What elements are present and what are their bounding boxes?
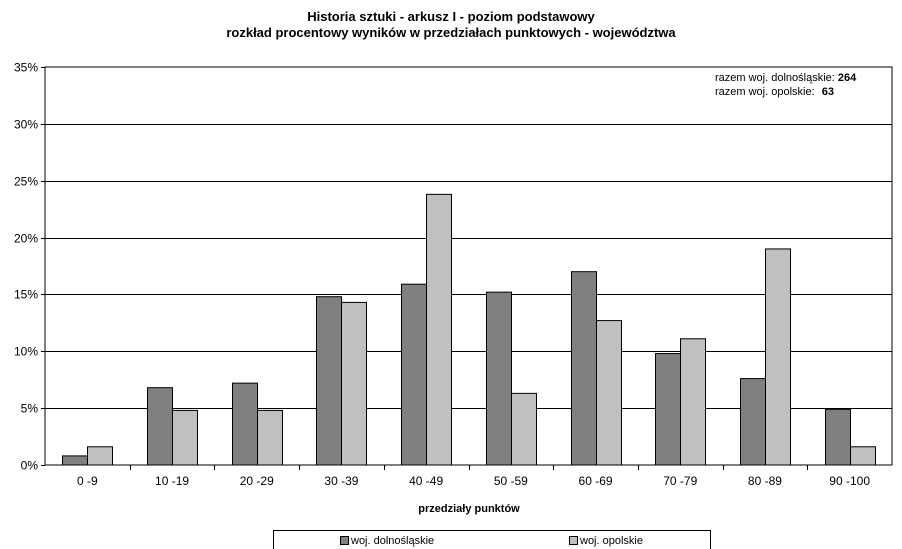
legend-item-opolskie: woj. opolskie	[569, 535, 643, 547]
bar	[147, 387, 173, 466]
bar	[401, 283, 427, 466]
total-dolnoslaskie-value: 264	[837, 72, 857, 84]
x-tick-label: 70 -79	[663, 474, 697, 488]
legend-swatch-dolnoslaskie	[340, 535, 349, 545]
bar	[486, 291, 512, 466]
total-opolskie-value: 63	[821, 86, 834, 98]
bar	[511, 392, 537, 466]
bars	[62, 193, 876, 466]
total-opolskie-label: razem woj. opolskie:	[715, 86, 815, 98]
y-tick-label: 5%	[21, 402, 39, 416]
x-tick-label: 50 -59	[494, 474, 528, 488]
legend: woj. dolnośląskie woj. opolskie	[273, 530, 711, 549]
plot-area-frame	[44, 66, 893, 466]
bar	[680, 338, 706, 466]
x-tick-label: 60 -69	[579, 474, 613, 488]
y-tick-label: 35%	[14, 61, 38, 75]
x-axis-label: przedziały punktów	[418, 503, 520, 515]
bar	[740, 378, 766, 466]
bar	[596, 320, 622, 466]
bar	[765, 248, 791, 466]
total-opolskie: razem woj. opolskie: 63	[715, 86, 834, 98]
bar	[571, 271, 597, 466]
x-tick-label: 40 -49	[409, 474, 443, 488]
y-tick-label: 0%	[21, 459, 39, 473]
bar	[426, 193, 452, 466]
total-dolnoslaskie: razem woj. dolnośląskie: 264	[715, 72, 856, 84]
x-tick-label: 90 -100	[829, 474, 870, 488]
y-tick-label: 15%	[14, 288, 38, 302]
bar	[87, 446, 113, 466]
bar	[257, 409, 283, 466]
chart-subtitle: rozkład procentowy wyników w przedziałac…	[226, 25, 676, 40]
legend-label-dolnoslaskie: woj. dolnośląskie	[351, 535, 435, 547]
legend-item-dolnoslaskie: woj. dolnośląskie	[340, 535, 434, 547]
bar	[316, 296, 342, 466]
bar	[172, 409, 198, 466]
x-axis-ticks: 0 -9 10 -19 20 -29 30 -39 40 -49 50 -59 60 -69…	[77, 465, 870, 488]
bar	[655, 353, 681, 466]
total-dolnoslaskie-label: razem woj. dolnośląskie:	[715, 72, 835, 84]
x-tick-label: 30 -39	[324, 474, 358, 488]
bar	[825, 408, 851, 466]
y-tick-label: 25%	[14, 175, 38, 189]
bar	[850, 446, 876, 466]
legend-swatch-opolskie	[569, 535, 578, 545]
y-tick-label: 30%	[14, 118, 38, 132]
bar	[341, 301, 367, 466]
legend-label-opolskie: woj. opolskie	[580, 535, 643, 547]
x-tick-label: 0 -9	[77, 474, 98, 488]
bar	[62, 455, 88, 466]
y-tick-label: 10%	[14, 345, 38, 359]
x-tick-label: 80 -89	[748, 474, 782, 488]
y-tick-label: 20%	[14, 232, 38, 246]
chart-title: Historia sztuki - arkusz I - poziom pods…	[307, 9, 595, 24]
x-tick-label: 10 -19	[155, 474, 189, 488]
x-tick-label: 20 -29	[240, 474, 274, 488]
bar	[232, 382, 258, 466]
y-axis-ticks: 0% 5% 10% 15% 20% 25% 30% 35%	[14, 61, 45, 473]
